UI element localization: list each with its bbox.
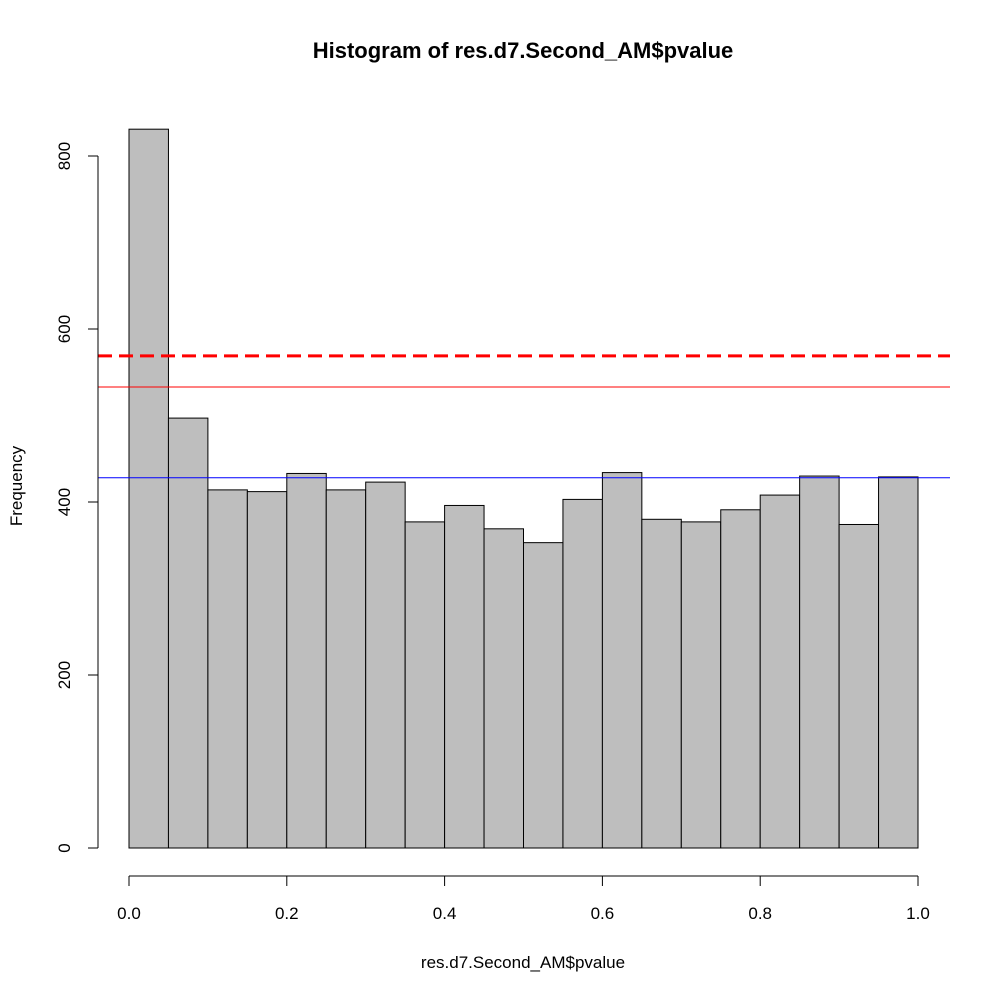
x-tick-label: 0.0	[117, 904, 141, 923]
histogram-bar	[325, 489, 367, 849]
y-tick-label: 600	[55, 315, 74, 343]
histogram-bar	[444, 504, 485, 849]
histogram-bar	[128, 128, 169, 849]
histogram-bar	[720, 509, 761, 849]
x-tick-label: 0.2	[275, 904, 299, 923]
y-tick-label: 400	[55, 488, 74, 516]
y-tick-label: 800	[55, 142, 74, 170]
x-tick-label: 0.6	[591, 904, 615, 923]
histogram-bar	[483, 528, 524, 849]
histogram-bar	[167, 417, 209, 849]
histogram-bar	[246, 491, 288, 849]
x-tick-label: 0.8	[748, 904, 772, 923]
x-axis-label: res.d7.Second_AM$pvalue	[421, 953, 625, 972]
histogram-bar	[799, 475, 840, 849]
histogram-bar	[601, 472, 643, 849]
x-tick-label: 0.4	[433, 904, 457, 923]
y-tick-label: 200	[55, 661, 74, 689]
bars	[128, 128, 919, 849]
histogram-bar	[680, 521, 722, 849]
x-tick-label: 1.0	[906, 904, 930, 923]
histogram-bar	[878, 476, 919, 849]
histogram-bar	[759, 494, 801, 849]
histogram-bar	[286, 472, 327, 849]
histogram-bar	[838, 523, 880, 849]
histogram-bar	[207, 489, 248, 849]
chart-title: Histogram of res.d7.Second_AM$pvalue	[313, 38, 734, 63]
histogram-bar	[523, 542, 564, 849]
y-axis: 0 200 400 600 800	[55, 142, 99, 853]
histogram-bar	[404, 521, 446, 849]
reference-lines	[98, 354, 950, 479]
y-axis-label: Frequency	[7, 445, 26, 526]
histogram-bar	[365, 481, 406, 849]
histogram-bar	[562, 498, 603, 849]
x-axis: 0.0 0.2 0.4 0.6 0.8 1.0	[117, 875, 930, 923]
histogram-bar	[641, 518, 682, 849]
y-tick-label: 0	[55, 843, 74, 852]
